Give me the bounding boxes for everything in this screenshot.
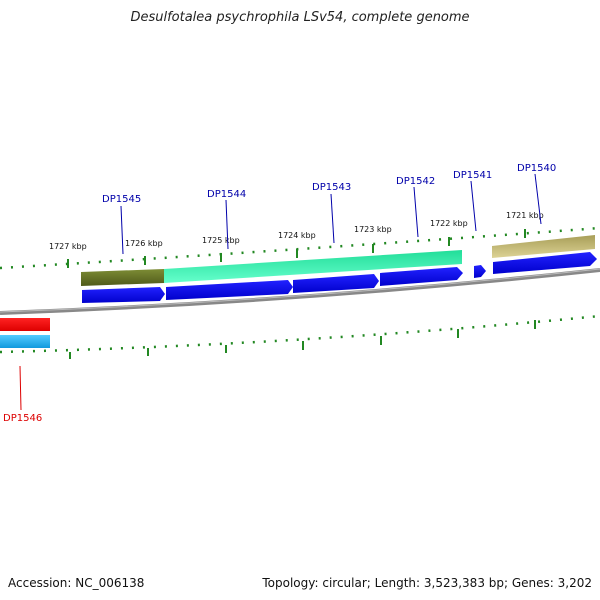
gene-arrow-dp1541 [474, 265, 486, 278]
feature-olive [81, 269, 164, 286]
upper-tick-track [0, 226, 600, 270]
feature-band [81, 235, 595, 286]
tick-label: 1723 kbp [354, 225, 392, 234]
upper-major-ticks [67, 229, 526, 268]
tick-label: 1726 kbp [125, 239, 163, 248]
gene-label-dp1540[interactable]: DP1540 [517, 163, 556, 174]
gene-label-dp1544[interactable]: DP1544 [207, 189, 246, 200]
gene-label-dp1542[interactable]: DP1542 [396, 176, 435, 187]
map-title: Desulfotalea psychrophila LSv54, complet… [130, 10, 470, 25]
gene-label-dp1546[interactable]: DP1546 [3, 413, 42, 424]
tick-label: 1727 kbp [49, 242, 87, 251]
tick-labels: 1727 kbp 1726 kbp 1725 kbp 1724 kbp 1723… [49, 211, 544, 251]
lower-tick-track [0, 314, 600, 359]
forward-genes [82, 252, 597, 303]
gene-arrow-dp1544 [166, 280, 293, 300]
gene-arrow-dp1546-lower [0, 335, 50, 348]
gene-arrow-dp1540 [493, 252, 597, 274]
accession-text: Accession: NC_006138 [8, 576, 145, 590]
feature-teal [164, 250, 462, 283]
gene-arrow-dp1545 [82, 287, 165, 303]
tick-label: 1725 kbp [202, 236, 240, 245]
tick-label: 1722 kbp [430, 219, 468, 228]
gene-arrow-dp1546 [0, 318, 50, 331]
gene-arrow-dp1543 [293, 274, 379, 293]
gene-label-dp1545[interactable]: DP1545 [102, 194, 141, 205]
gene-label-dp1543[interactable]: DP1543 [312, 182, 351, 193]
gene-labels: DP1545 DP1544 DP1543 DP1542 DP1541 DP154… [3, 163, 556, 424]
highlight-gene [0, 318, 50, 348]
genome-backbone [0, 268, 600, 315]
feature-khaki [492, 235, 595, 258]
gene-label-dp1541[interactable]: DP1541 [453, 170, 492, 181]
gene-leader-lines [19, 173, 542, 411]
tick-label: 1721 kbp [506, 211, 544, 220]
tick-label: 1724 kbp [278, 231, 316, 240]
topology-text: Topology: circular; Length: 3,523,383 bp… [262, 576, 592, 590]
gene-arrow-dp1542 [380, 267, 463, 286]
